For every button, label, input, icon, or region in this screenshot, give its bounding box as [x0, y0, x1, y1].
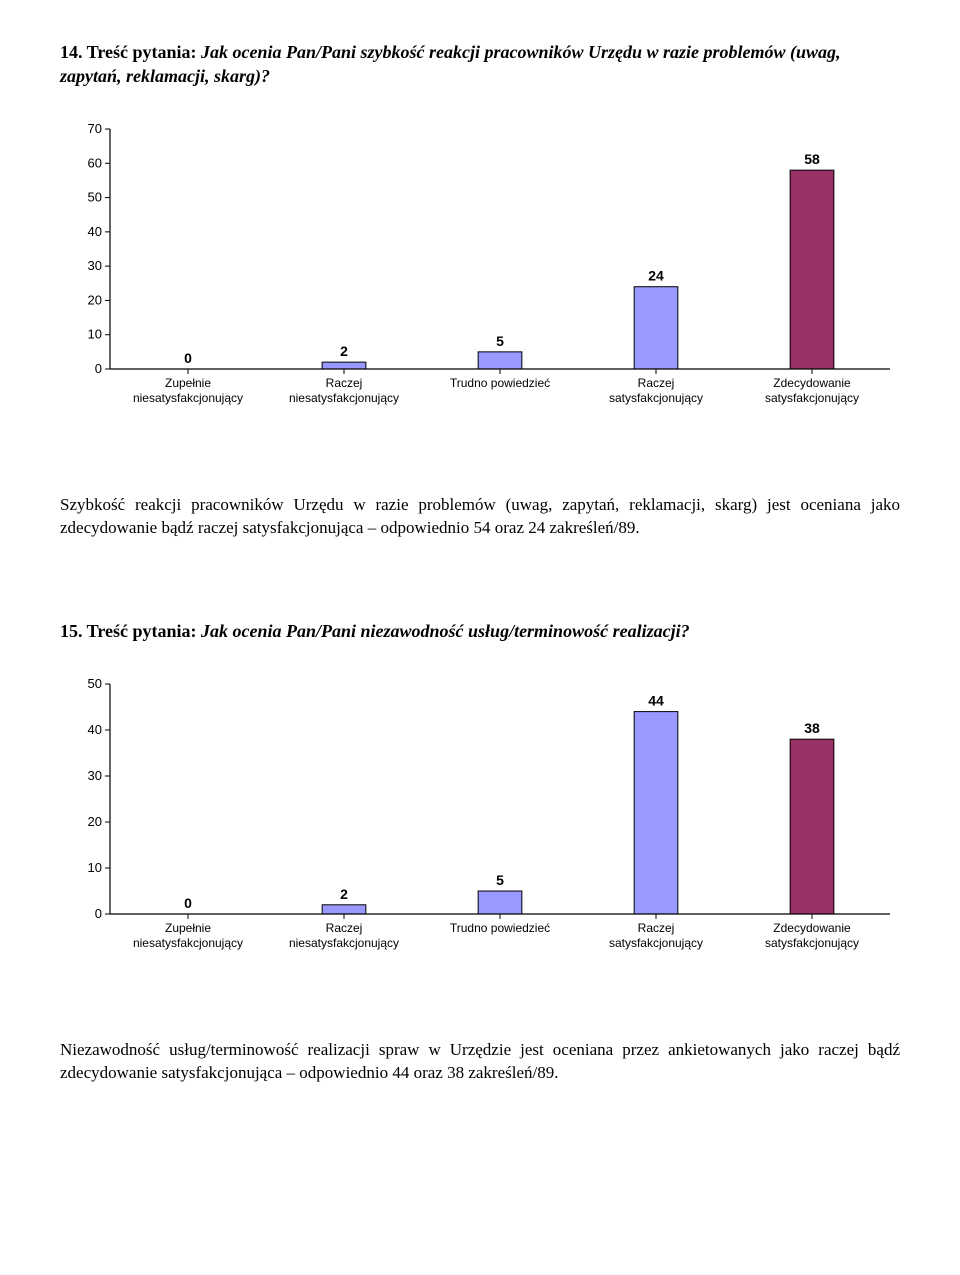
svg-text:40: 40	[88, 722, 102, 737]
bar-value-label: 58	[804, 151, 820, 167]
bar	[478, 351, 522, 368]
svg-text:40: 40	[88, 223, 102, 238]
bar-value-label: 2	[340, 886, 348, 902]
svg-text:50: 50	[88, 189, 102, 204]
bar-value-label: 5	[496, 872, 504, 888]
bar-value-label: 5	[496, 332, 504, 348]
chart-2-svg: 010203040500Zupełnieniesatysfakcjonujący…	[60, 674, 900, 974]
bar-value-label: 38	[804, 720, 820, 736]
bar-value-label: 2	[340, 343, 348, 359]
category-label: niesatysfakcjonujący	[133, 936, 243, 950]
category-label: Zdecydowanie	[773, 376, 851, 390]
svg-text:30: 30	[88, 768, 102, 783]
bar-value-label: 0	[184, 350, 192, 366]
category-label: satysfakcjonujący	[609, 936, 703, 950]
question-15: 15. Treść pytania: Jak ocenia Pan/Pani n…	[60, 619, 900, 643]
svg-text:20: 20	[88, 814, 102, 829]
chart-1-svg: 0102030405060700Zupełnieniesatysfakcjonu…	[60, 119, 900, 429]
bar-value-label: 24	[648, 267, 664, 283]
bar	[478, 891, 522, 914]
category-label: satysfakcjonujący	[609, 391, 703, 405]
bar	[790, 170, 834, 369]
svg-text:0: 0	[95, 361, 102, 376]
question-14-number: 14. Treść pytania:	[60, 42, 197, 62]
category-label: satysfakcjonujący	[765, 936, 859, 950]
category-label: satysfakcjonujący	[765, 391, 859, 405]
question-14: 14. Treść pytania: Jak ocenia Pan/Pani s…	[60, 40, 900, 89]
category-label: niesatysfakcjonujący	[289, 391, 399, 405]
category-label: Trudno powiedzieć	[450, 376, 550, 390]
category-label: Raczej	[326, 376, 363, 390]
category-label: Zupełnie	[165, 921, 211, 935]
svg-text:10: 10	[88, 860, 102, 875]
bar	[634, 711, 678, 913]
category-label: Raczej	[638, 921, 675, 935]
category-label: Trudno powiedzieć	[450, 921, 550, 935]
question-15-text: Jak ocenia Pan/Pani niezawodność usług/t…	[201, 621, 690, 641]
bar	[634, 286, 678, 368]
bar	[790, 739, 834, 914]
bar	[322, 905, 366, 914]
category-label: niesatysfakcjonujący	[133, 391, 243, 405]
category-label: Raczej	[638, 376, 675, 390]
svg-text:30: 30	[88, 258, 102, 273]
question-15-number: 15. Treść pytania:	[60, 621, 197, 641]
svg-text:70: 70	[88, 121, 102, 136]
bar-value-label: 0	[184, 895, 192, 911]
svg-text:0: 0	[95, 906, 102, 921]
svg-text:10: 10	[88, 326, 102, 341]
paragraph-1: Szybkość reakcji pracowników Urzędu w ra…	[60, 494, 900, 540]
category-label: Zupełnie	[165, 376, 211, 390]
chart-1: 0102030405060700Zupełnieniesatysfakcjonu…	[60, 119, 900, 434]
category-label: niesatysfakcjonujący	[289, 936, 399, 950]
category-label: Raczej	[326, 921, 363, 935]
category-label: Zdecydowanie	[773, 921, 851, 935]
bar-value-label: 44	[648, 692, 664, 708]
paragraph-2: Niezawodność usług/terminowość realizacj…	[60, 1039, 900, 1085]
bar	[322, 362, 366, 369]
svg-text:60: 60	[88, 155, 102, 170]
svg-text:50: 50	[88, 676, 102, 691]
svg-text:20: 20	[88, 292, 102, 307]
chart-2: 010203040500Zupełnieniesatysfakcjonujący…	[60, 674, 900, 979]
